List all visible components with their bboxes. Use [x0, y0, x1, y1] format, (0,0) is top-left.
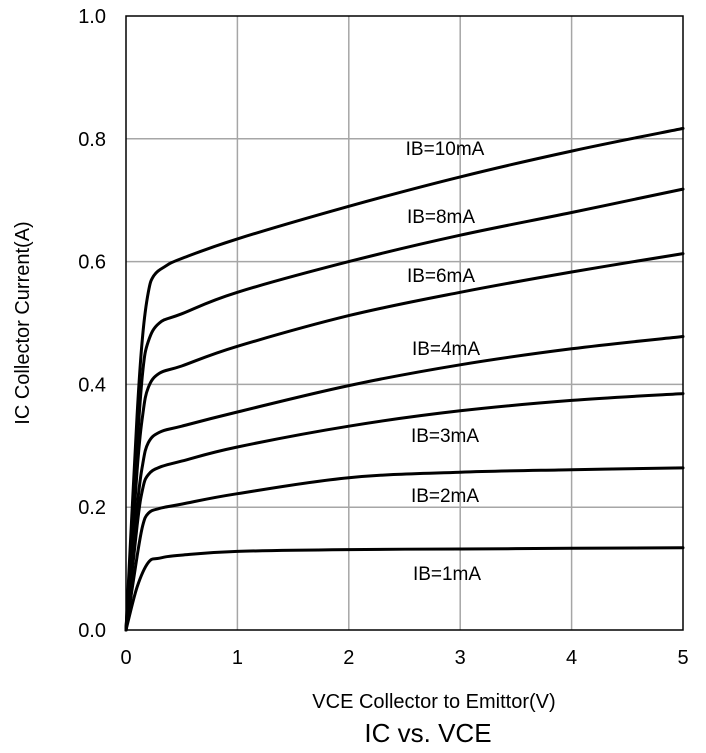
series-label: IB=6mA [407, 266, 475, 287]
grid-lines [126, 16, 683, 630]
x-tick-label: 0 [120, 647, 131, 669]
x-tick-label: 3 [455, 647, 466, 669]
x-axis-ticks: 0 1 2 3 4 5 [120, 647, 688, 669]
y-tick-label: 0.2 [78, 497, 106, 519]
curve-labels: IB=1mA IB=2mA IB=3mA IB=4mA IB=6mA IB=8mA IB=1… [406, 139, 485, 585]
x-tick-label: 1 [232, 647, 243, 669]
x-axis-label: VCE Collector to Emittor(V) [312, 691, 555, 713]
series-label: IB=10mA [406, 139, 485, 160]
series-line [124, 466, 685, 632]
series-label: IB=8mA [407, 207, 475, 228]
series-line [124, 546, 685, 632]
series-label: IB=1mA [413, 564, 481, 585]
chart-title: IC vs. VCE [364, 718, 491, 748]
y-tick-label: 1.0 [78, 6, 106, 28]
series-lines [124, 126, 685, 632]
x-tick-label: 2 [343, 647, 354, 669]
series-line [124, 126, 685, 632]
series-line [124, 392, 685, 632]
y-tick-label: 0.4 [78, 374, 106, 396]
series-line [124, 187, 685, 632]
series-label: IB=4mA [412, 339, 480, 360]
x-tick-label: 5 [677, 647, 688, 669]
series-label: IB=2mA [411, 486, 479, 507]
y-axis-ticks: 0.0 0.2 0.4 0.6 0.8 1.0 [78, 6, 106, 642]
y-axis-label: IC Collector Current(A) [12, 221, 34, 424]
x-tick-label: 4 [566, 647, 577, 669]
plot-area-frame [125, 15, 684, 631]
series-label: IB=3mA [411, 426, 479, 447]
y-tick-label: 0.8 [78, 129, 106, 151]
y-tick-label: 0.6 [78, 252, 106, 274]
y-tick-label: 0.0 [78, 620, 106, 642]
series-line [124, 252, 685, 632]
series-line [124, 335, 685, 632]
